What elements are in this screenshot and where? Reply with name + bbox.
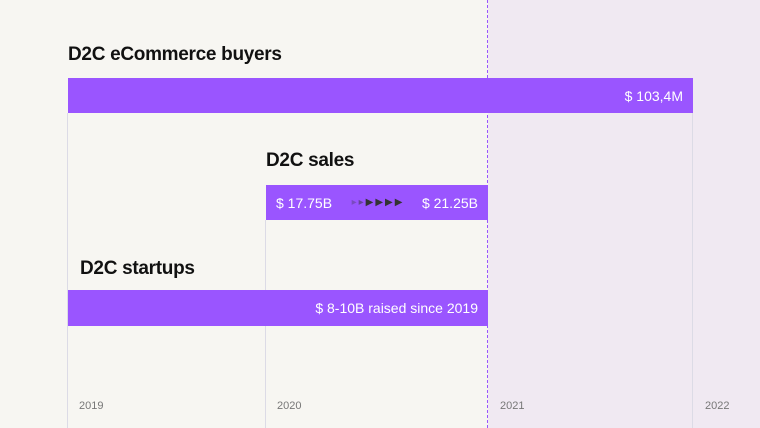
- bar-label-startups: $ 8-10B raised since 2019: [315, 300, 478, 316]
- bar-startups: $ 8-10B raised since 2019: [68, 290, 488, 326]
- bar-start-label-sales: $ 17.75B: [276, 194, 333, 211]
- bar-end-label-sales: $ 21.25B: [421, 194, 478, 211]
- bar-buyers: $ 103,4M: [68, 78, 693, 113]
- gridline-2022: [692, 113, 693, 428]
- x-tick-2019: 2019: [79, 400, 104, 412]
- growth-arrows-icon: ▸ ▸ ▶ ▶ ▶ ▶: [351, 197, 403, 208]
- bar-label-buyers: $ 103,4M: [624, 87, 683, 104]
- bar-title-buyers: D2C eCommerce buyers: [68, 44, 282, 65]
- bar-title-startups: D2C startups: [80, 258, 195, 279]
- x-tick-2021: 2021: [500, 400, 525, 412]
- x-tick-2020: 2020: [277, 400, 302, 412]
- x-tick-2022: 2022: [705, 400, 730, 412]
- bar-title-sales: D2C sales: [266, 150, 355, 171]
- gridline-2019: [67, 113, 68, 428]
- bar-sales: $ 17.75B ▸ ▸ ▶ ▶ ▶ ▶ $ 21.25B: [266, 185, 488, 220]
- future-region-shade: [488, 0, 760, 428]
